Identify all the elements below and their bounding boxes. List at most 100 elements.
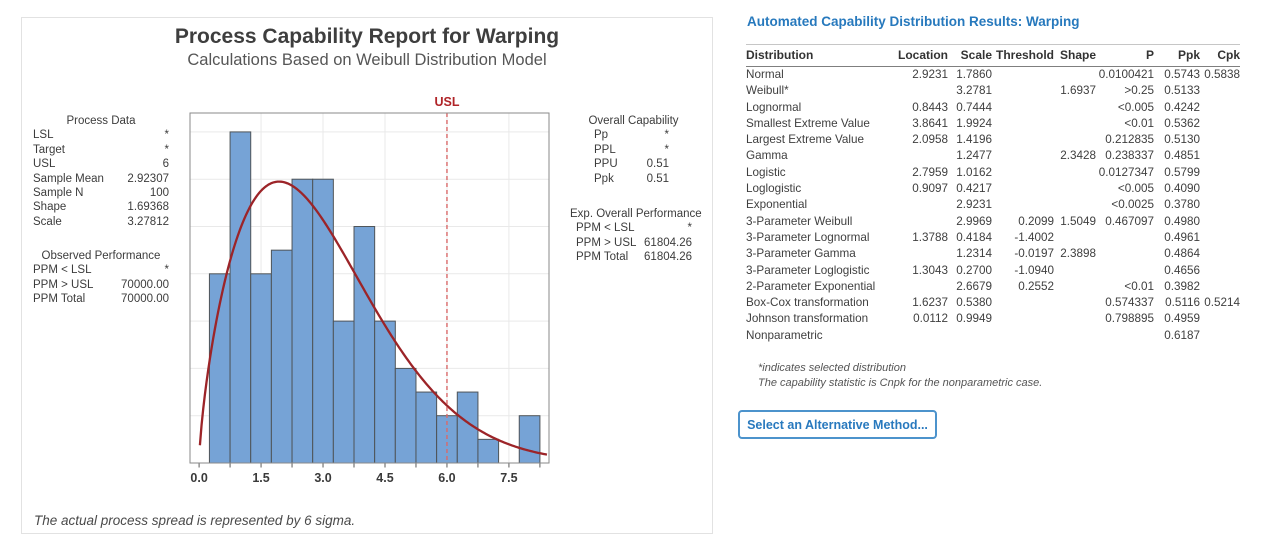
process-data-rows: LSL * Target * USL 6 Sample Mean 2.92307 Sample … [33,128,169,229]
table-cell [1200,311,1240,327]
table-cell: 0.0127347 [1098,165,1154,179]
stat-label: PPL [594,143,616,156]
stat-label: PPM < LSL [576,222,635,235]
table-row: 3-Parameter Loglogistic 1.3043 0.2700 -1.09… [746,263,1240,279]
table-cell: 1.3788 [912,230,948,244]
report-title: Process Capability Report for Warping [174,25,560,48]
process-data-heading: Process Data [66,115,136,127]
table-cell: Logistic [746,165,786,179]
table-cell: -1.4002 [1014,230,1054,244]
table-cell: Loglogistic [746,182,802,196]
table-row: 2-Parameter Exponential 2.6679 0.2552 <0.01… [746,279,1240,295]
exp-overall-performance-block: Exp. Overall Performance PPM < LSL * PPM >… [570,207,702,265]
histogram-bar [415,391,438,464]
table-cell: Johnson transformation [746,312,869,326]
table-cell: <0.005 [1117,100,1154,114]
overall-capability-rows: Pp * PPL * PPU 0.51 Ppk 0.51 [570,128,697,186]
table-cell: <0.01 [1124,116,1154,130]
table-cell [894,279,948,295]
histogram-bar [250,273,272,464]
stat-label: PPM > USL [33,278,94,291]
table-cell: 0.467097 [1105,214,1154,228]
x-tick-label: 0.0 [190,471,207,485]
stat-label: Pp [594,129,609,142]
table-cell: 3.8641 [912,116,948,130]
stat-value: * [164,143,169,156]
stat-label: Target [33,143,65,156]
histogram-bar [394,367,417,464]
usl-label: USL [434,95,459,109]
table-cell [992,100,1054,116]
table-cell: 3-Parameter Gamma [746,247,856,261]
table-cell: 2.3898 [1060,247,1096,261]
table-row: Exponential 2.9231 <0.0025 0.3780 [746,197,1240,213]
histogram-bar [353,226,376,464]
exp-overall-performance-rows: PPM < LSL * PPM > USL 61804.26 PPM Total 6180… [570,221,697,264]
table-cell: Box-Cox transformation [746,296,869,310]
table-cell: 0.0112 [913,312,948,326]
table-cell [894,328,948,344]
table-cell: 0.4864 [1164,247,1200,261]
table-cell: 0.7444 [956,100,992,114]
table-cell [1054,100,1096,116]
select-alternative-method-button[interactable]: Select an Alternative Method... [738,410,937,439]
stat-row: Target * [33,143,169,157]
table-row: Nonparametric 0.6187 [746,328,1240,344]
stat-label: Scale [33,215,62,228]
table-cell [992,148,1054,164]
exp-overall-performance-heading: Exp. Overall Performance [570,208,702,220]
x-tick-label: 1.5 [252,471,269,485]
table-cell [1200,116,1240,132]
table-cell: 2.7959 [912,165,948,179]
table-cell: 0.4090 [1164,182,1200,196]
histogram-bar [291,178,314,464]
stat-label: Shape [33,201,67,214]
results-table-body: Normal 2.9231 1.7860 0.0100421 0.5743 0.5838 W… [746,67,1240,345]
table-cell [948,328,992,344]
stat-value: * [687,222,692,235]
table-cell: 0.4959 [1164,312,1200,326]
stat-label: PPM > USL [576,236,637,249]
table-cell [894,214,948,230]
table-cell: >0.25 [1124,84,1154,98]
table-row: Smallest Extreme Value 3.8641 1.9924 <0.01 0… [746,116,1240,132]
stat-value: * [164,129,169,142]
table-cell [1096,230,1154,246]
stat-value: * [664,129,669,142]
stat-value: 100 [149,187,169,200]
table-cell: 3.2781 [956,84,992,98]
table-cell: 2.9231 [912,68,948,81]
plot-frame [189,112,550,464]
stat-row: Scale 3.27812 [33,215,169,229]
table-cell [1054,311,1096,327]
table-cell [1096,263,1154,279]
column-header: Location [894,44,948,67]
table-cell [894,83,948,99]
table-cell [1054,67,1096,84]
stat-row: USL 6 [33,157,169,171]
table-cell [1054,181,1096,197]
table-cell: 0.9949 [956,312,992,326]
table-cell [1054,328,1096,344]
table-cell [1054,197,1096,213]
table-cell [1054,165,1096,181]
table-cell: 3-Parameter Lognormal [746,230,870,244]
table-cell: 0.8443 [912,100,948,114]
table-cell: 1.0162 [956,165,992,179]
table-cell: 2.9231 [956,198,992,212]
table-cell [894,197,948,213]
table-cell [1200,246,1240,262]
stat-label: LSL [33,129,54,142]
stat-row: Pp * [570,128,697,142]
table-cell: -0.0197 [1014,247,1054,261]
table-cell: 3-Parameter Loglogistic [746,263,870,277]
table-cell [1200,197,1240,213]
overall-capability-block: Overall Capability Pp * PPL * PPU 0.51 Ppk 0.51 [570,114,697,186]
table-row: Gamma 1.2477 2.3428 0.238337 0.4851 [746,148,1240,164]
table-cell: -1.0940 [1014,263,1054,277]
table-cell [1200,181,1240,197]
stat-label: PPU [594,158,618,171]
table-cell: 0.3780 [1164,198,1200,212]
stat-row: PPM < LSL * [570,221,697,235]
x-tick-label: 6.0 [438,471,455,485]
